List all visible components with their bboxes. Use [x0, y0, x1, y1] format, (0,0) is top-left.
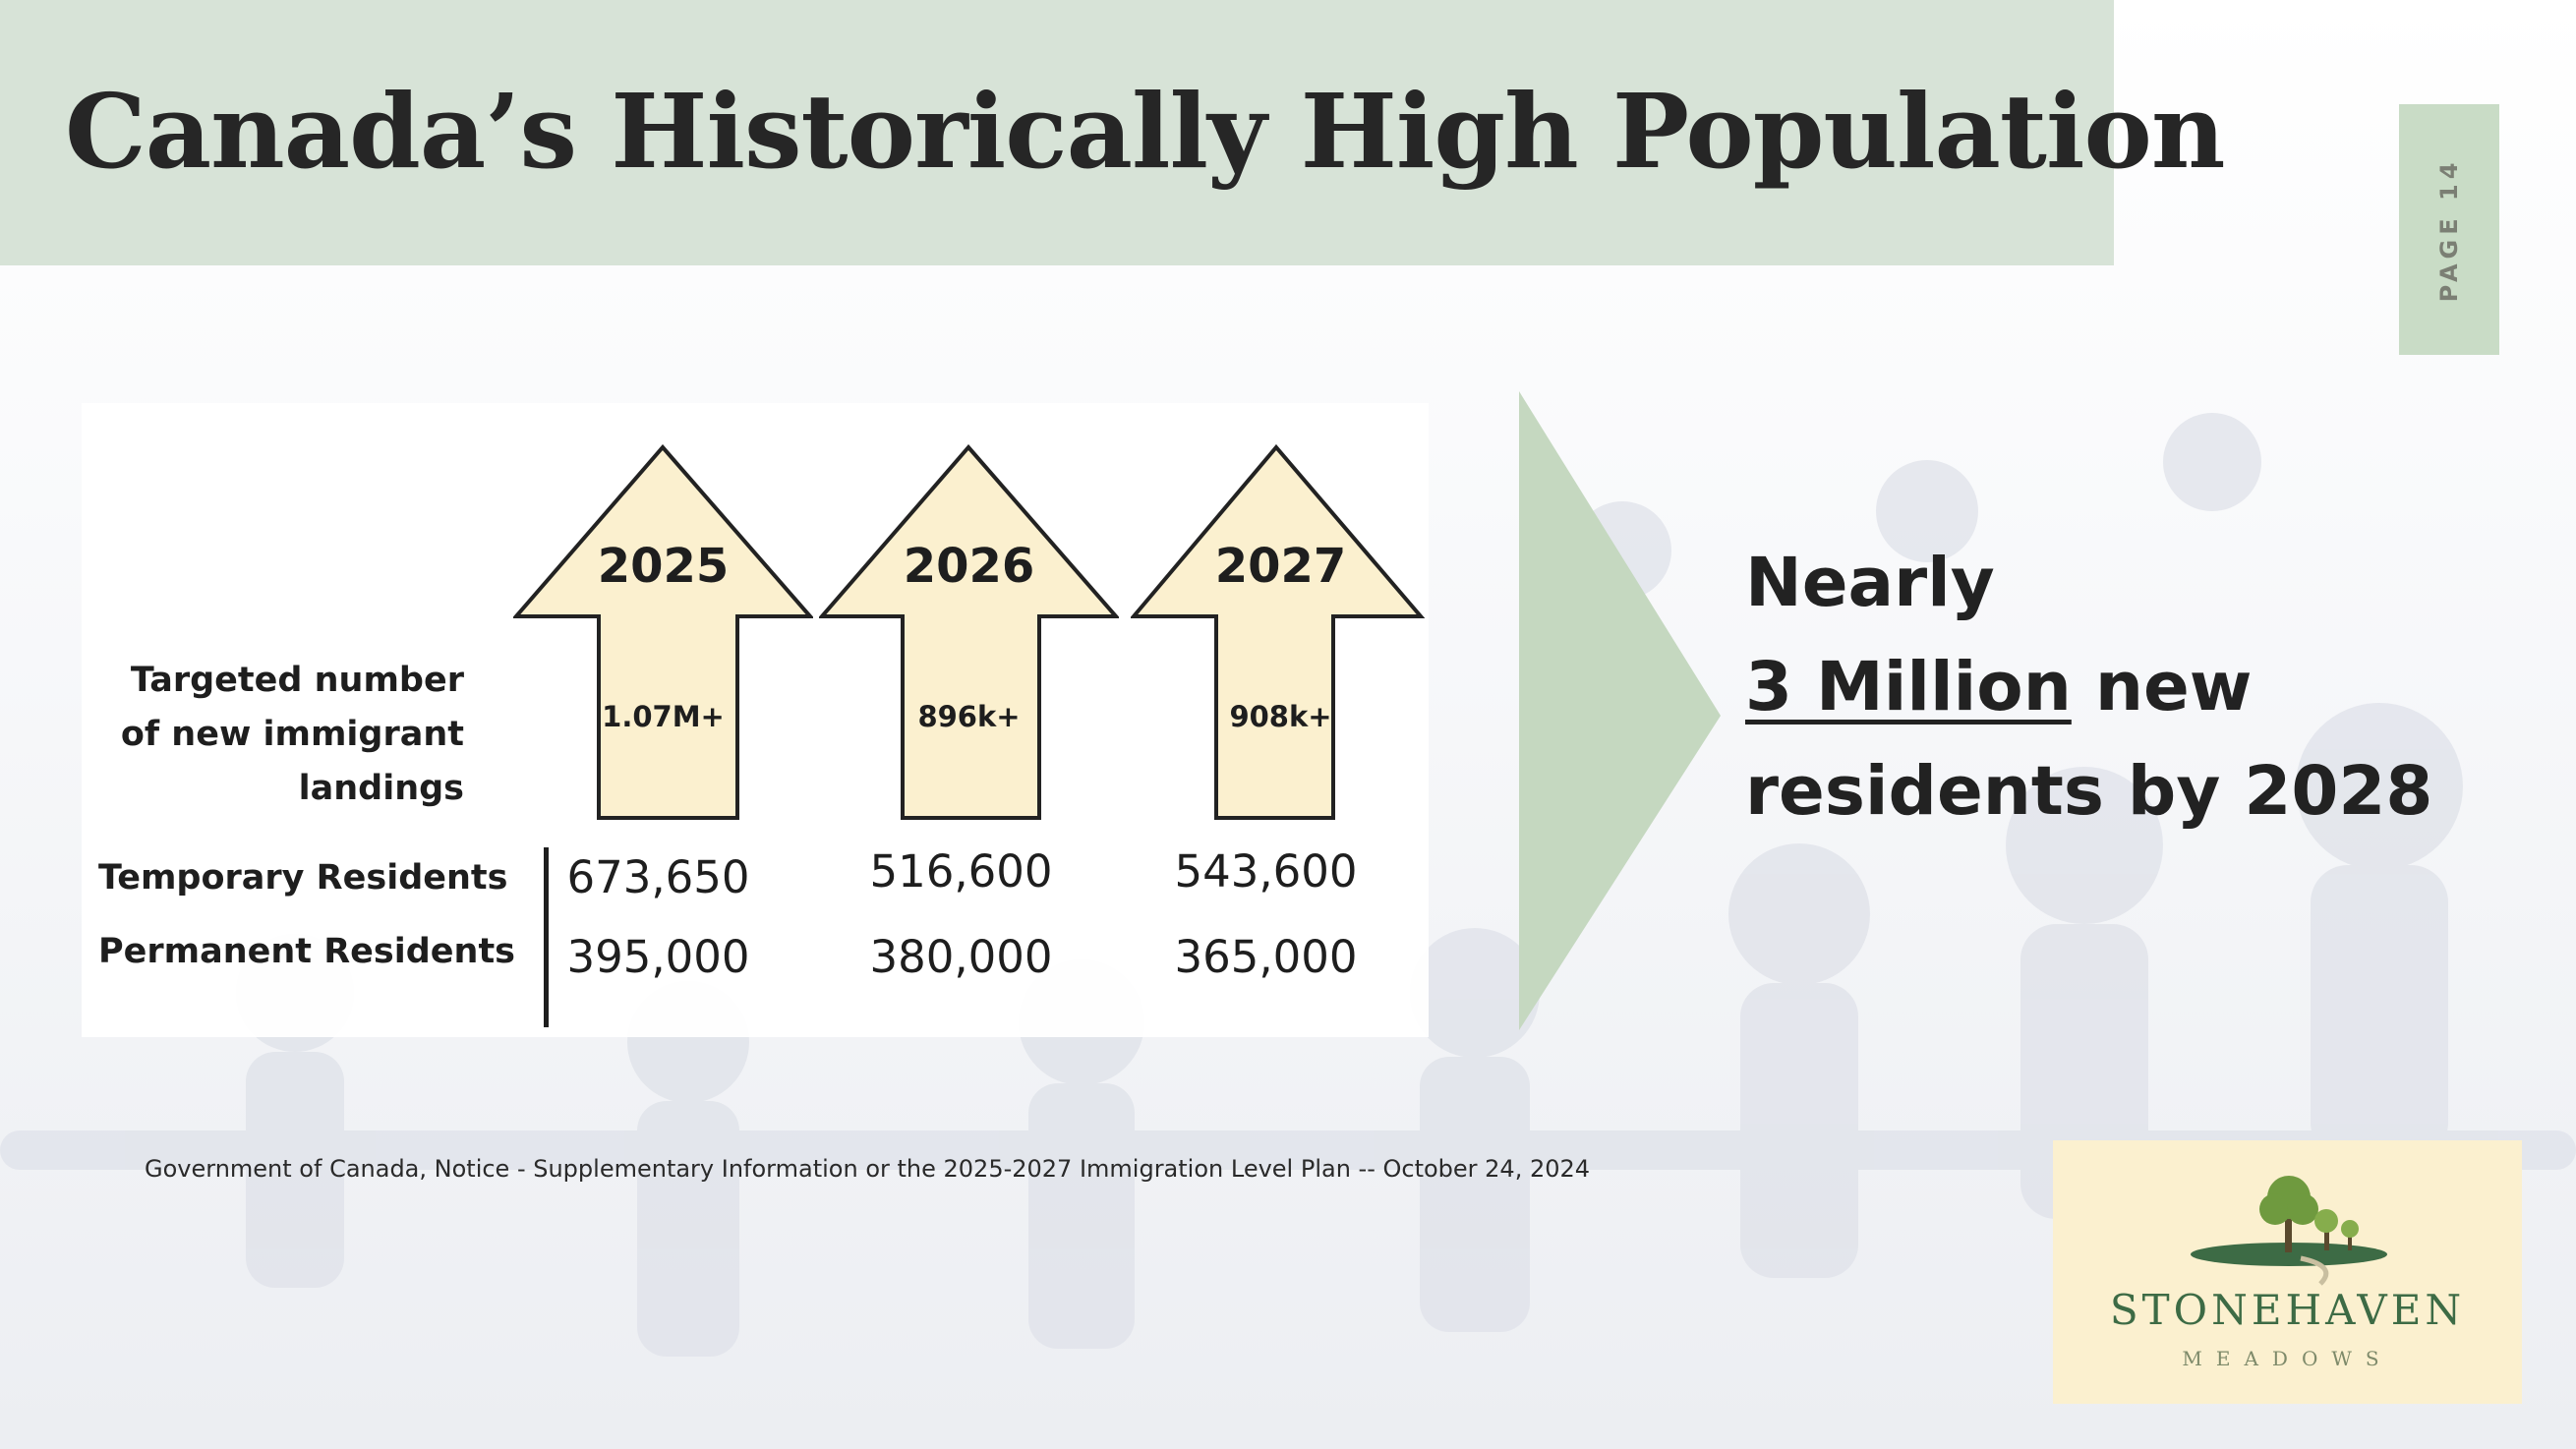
up-arrow-icon	[819, 444, 1119, 820]
headline-line1: Nearly	[1745, 544, 1995, 622]
page-title: Canada’s Historically High Population	[65, 71, 2225, 192]
target-value: 908k+	[1229, 700, 1332, 733]
permanent-2026: 380,000	[869, 931, 1053, 983]
permanent-2027: 365,000	[1174, 931, 1358, 983]
temporary-2027: 543,600	[1174, 845, 1358, 898]
arrow-2025: 2025 1.07M+	[513, 444, 813, 821]
temporary-2025: 673,650	[566, 851, 750, 903]
title-band: Canada’s Historically High Population	[0, 0, 2225, 265]
headline-highlight: 3 Million	[1745, 648, 2072, 726]
arrow-2027: 2027 908k+	[1131, 444, 1431, 821]
up-arrow-icon	[1131, 444, 1426, 820]
target-value: 1.07M+	[602, 700, 725, 733]
logo-name: STONEHAVEN	[2109, 1286, 2466, 1334]
headline-line3: residents by 2028	[1745, 752, 2433, 831]
data-panel	[82, 403, 1429, 1037]
page-number-label: PAGE 14	[2435, 157, 2463, 302]
targeted-landings-label: Targeted number of new immigrant landing…	[120, 661, 464, 808]
permanent-2025: 395,000	[566, 931, 750, 983]
logo-subtitle: MEADOWS	[2182, 1347, 2393, 1370]
headline: Nearly 3 Million new residents by 2028	[1745, 531, 2433, 843]
temporary-2026: 516,600	[869, 845, 1053, 898]
target-value: 896k+	[917, 700, 1021, 733]
source-citation: Government of Canada, Notice - Supplemen…	[145, 1155, 1591, 1183]
tree-logo-icon	[2191, 1176, 2387, 1286]
year-label: 2027	[1214, 539, 1347, 594]
arrow-2026: 2026 896k+	[819, 444, 1119, 821]
temporary-residents-label: Temporary Residents	[98, 858, 508, 898]
table-divider	[544, 847, 549, 1027]
up-arrow-icon	[513, 444, 813, 820]
year-label: 2025	[597, 539, 730, 594]
permanent-residents-label: Permanent Residents	[98, 932, 516, 971]
chevron-right-icon	[1519, 391, 1721, 1030]
year-label: 2026	[903, 539, 1035, 594]
stonehaven-logo: STONEHAVEN MEADOWS	[2053, 1140, 2522, 1404]
headline-line2-rest: new	[2071, 648, 2253, 726]
page-number-tab: PAGE 14	[2399, 104, 2499, 355]
